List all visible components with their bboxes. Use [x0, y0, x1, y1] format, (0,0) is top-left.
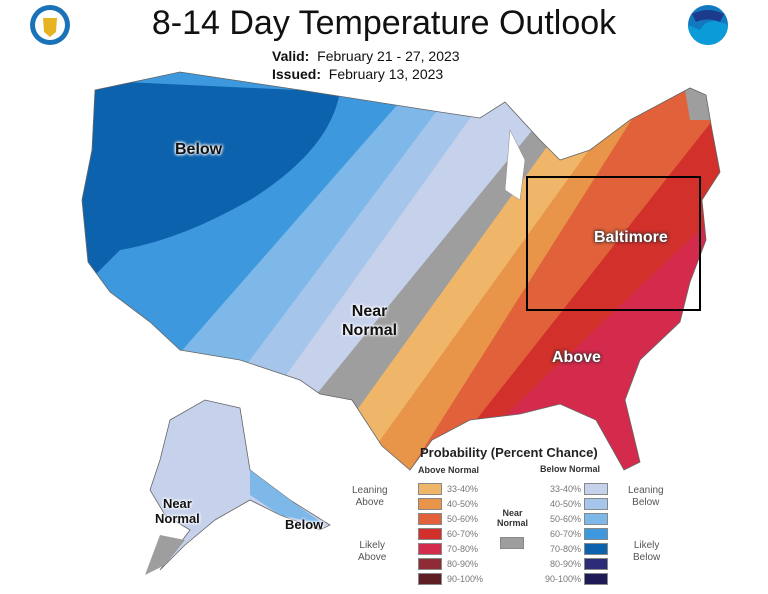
label-normal: Normal [342, 322, 398, 339]
legend-swatch-above [418, 483, 442, 495]
leaning-above-1: Leaning [352, 485, 388, 496]
near-normal-swatch [500, 537, 524, 549]
noaa-logo [688, 5, 728, 45]
label-baltimore: Baltimore [594, 229, 668, 246]
legend-likely-below: Likely Below [633, 540, 660, 564]
label-near-normal: Near Normal [342, 302, 397, 340]
likely-above-1: Likely [359, 540, 385, 551]
issued-label: Issued: [272, 66, 322, 82]
legend-range-below: 60-70% [549, 529, 581, 539]
legend-swatch-above [418, 573, 442, 585]
legend-range-below: 40-50% [549, 499, 581, 509]
legend-near-normal: Near Normal [497, 508, 528, 528]
leaning-below-2: Below [632, 497, 660, 508]
legend-range-below: 80-90% [549, 559, 581, 569]
issued-date: Issued: February 13, 2023 [272, 66, 443, 82]
baltimore-highlight-box [526, 176, 701, 311]
legend-range-below: 50-60% [549, 514, 581, 524]
near-normal-2: Normal [497, 518, 529, 528]
legend-likely-above: Likely Above [358, 540, 386, 564]
band-below-70-80 [82, 80, 340, 280]
label-above: Above [552, 349, 601, 366]
legend-range-above: 90-100% [447, 574, 484, 584]
issued-value: February 13, 2023 [328, 66, 444, 82]
leaning-above-2: Above [355, 497, 384, 508]
label-near: Near [351, 303, 388, 320]
legend-swatch-above [418, 528, 442, 540]
likely-below-2: Below [633, 552, 661, 563]
legend-below-header: Below Normal [540, 464, 601, 474]
legend-title: Probability (Percent Chance) [420, 445, 598, 460]
valid-value: February 21 - 27, 2023 [317, 48, 460, 64]
valid-label: Valid: [272, 48, 310, 64]
label-ak-near: Near [162, 496, 192, 511]
doc-seal-logo [30, 5, 70, 45]
legend-range-above: 60-70% [447, 529, 479, 539]
legend-swatch-above [418, 543, 442, 555]
legend-range-above: 50-60% [447, 514, 479, 524]
label-ak-below: Below [285, 517, 324, 532]
legend-leaning-above: Leaning Above [352, 485, 388, 509]
legend-swatch-below [584, 543, 608, 555]
near-normal-1: Near [502, 508, 523, 518]
label-below: Below [175, 141, 223, 158]
legend-range-above: 40-50% [447, 499, 479, 509]
legend-swatch-below [584, 528, 608, 540]
legend-swatch-above [418, 513, 442, 525]
leaning-below-1: Leaning [628, 485, 664, 496]
alaska [145, 399, 331, 575]
label-ak-normal: Normal [155, 511, 200, 526]
legend-range-below: 70-80% [549, 544, 581, 554]
likely-above-2: Above [358, 552, 387, 563]
legend-range-below: 33-40% [549, 484, 581, 494]
valid-dates: Valid: February 21 - 27, 2023 [272, 48, 460, 64]
legend-above-header: Above Normal [418, 465, 480, 475]
legend-range-above: 33-40% [447, 484, 479, 494]
page-title: 8-14 Day Temperature Outlook [151, 4, 617, 42]
legend-swatch-below [584, 558, 608, 570]
conus-outline [81, 71, 721, 471]
legend-range-below: 90-100% [544, 574, 581, 584]
legend-swatch-below [584, 483, 608, 495]
lake-michigan [504, 129, 526, 201]
legend-range-above: 80-90% [447, 559, 479, 569]
likely-below-1: Likely [633, 540, 660, 551]
legend-swatch-below [584, 573, 608, 585]
legend-swatch-above [418, 558, 442, 570]
legend-leaning-below: Leaning Below [628, 485, 664, 509]
legend-swatch-below [584, 513, 608, 525]
legend-range-above: 70-80% [447, 544, 479, 554]
legend-swatch-above [418, 498, 442, 510]
legend-swatch-below [584, 498, 608, 510]
label-ak-near-normal: Near Normal [155, 496, 200, 526]
